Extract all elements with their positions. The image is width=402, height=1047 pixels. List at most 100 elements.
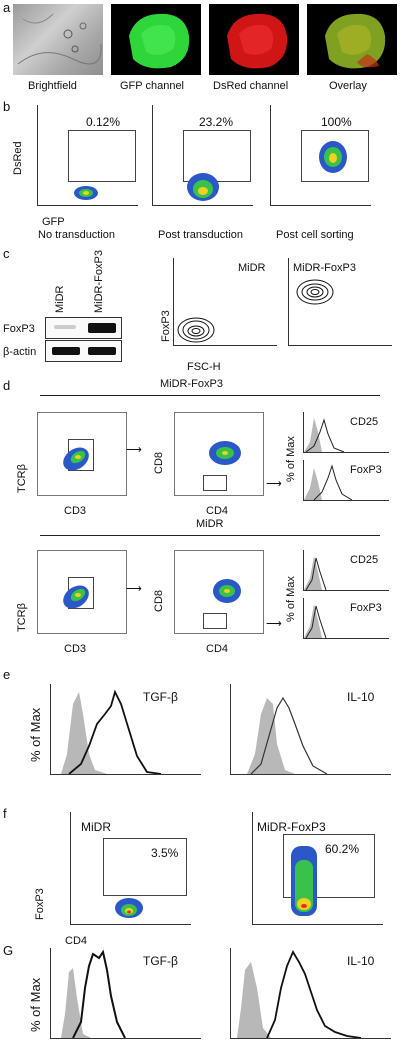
axis-cd8-bottom: CD8 [153, 589, 165, 612]
hist-il10-g: IL-10 [230, 948, 391, 1039]
arrow-gate-2: ⟶ [266, 478, 282, 490]
brightfield-texture [17, 13, 102, 65]
contour-plot-midr-foxp3: MiDR-FoxP3 [288, 258, 392, 346]
hist-curves [61, 689, 162, 774]
gate-percent: 100% [321, 115, 352, 129]
caption-post-transduction: Post transduction [158, 229, 243, 241]
contour-title-midr: MiDR [238, 262, 266, 274]
label-gfp-channel: GFP channel [120, 80, 185, 92]
brightfield-image [13, 4, 103, 75]
flow-plot-no-transduction: 0.12% [37, 105, 138, 206]
scatter-title-midr: MiDR [81, 820, 111, 834]
caption-no-transduction: No transduction [38, 229, 116, 241]
band-midr-foxp3-faint [54, 325, 76, 329]
axis-foxp3-f: FoxP3 [34, 888, 46, 920]
western-blot-actin [45, 340, 122, 362]
hist-label-foxp3: FoxP3 [350, 602, 382, 614]
hist-foxp3-bottom: FoxP3 [303, 598, 389, 639]
overlay-image [307, 4, 397, 75]
gate-percent: 3.5% [151, 846, 179, 860]
flow-plot-post-transduction: 23.2% [152, 105, 253, 206]
gate-percent: 60.2% [325, 842, 360, 856]
contour-lines [177, 317, 215, 343]
hist-curves [247, 696, 328, 774]
axis-pct-max-d-bottom: % of Max [285, 576, 297, 622]
dsred-channel-image [209, 4, 299, 75]
blot-lane-midr-foxp3: MiDR-FoxP3 [93, 250, 105, 313]
scatter-cd8-cd4-bottom [174, 550, 264, 634]
panel-letter-c: c [3, 246, 10, 261]
group-rule-top [40, 395, 380, 396]
panel-letter-a: a [3, 0, 11, 15]
group-label-midr: MiDR [196, 518, 224, 530]
group-rule-bottom [40, 535, 380, 536]
dot-cluster [209, 441, 241, 465]
gate-percent: 23.2% [199, 115, 234, 129]
hist-cd25-top: CD25 [303, 412, 389, 453]
gate-box [283, 834, 375, 898]
band-midr-actin [52, 347, 80, 355]
group-label-midr-foxp3: MiDR-FoxP3 [160, 378, 223, 390]
hist-label-il10-g: IL-10 [347, 954, 375, 968]
dsred-colony [227, 13, 288, 69]
gate-box [203, 613, 227, 629]
overlay-colony [325, 13, 386, 69]
axis-tcrb-top: TCRβ [16, 464, 28, 493]
panel-letter-b: b [3, 99, 11, 114]
gfp-colony [129, 13, 190, 69]
hist-il10-e: IL-10 [230, 684, 391, 775]
hist-curves [304, 418, 345, 452]
gate-box [103, 838, 187, 896]
axis-cd3-bottom: CD3 [64, 643, 87, 655]
dot-cluster [63, 585, 89, 609]
dot-cluster [74, 186, 98, 200]
scatter-cd8-cd4-top [174, 412, 264, 496]
panel-letter-f: f [3, 806, 7, 821]
label-brightfield: Brightfield [28, 80, 77, 92]
panel-letter-e: e [3, 667, 11, 682]
hist-curves [61, 949, 126, 1038]
gate-box [301, 130, 369, 182]
dot-cluster [115, 898, 143, 918]
hist-curves [304, 556, 327, 590]
contour-title-midr-foxp3: MiDR-FoxP3 [293, 262, 356, 274]
hist-tgfb-e: TGF-β [50, 684, 201, 775]
arrow-gate-3: ⟶ [126, 583, 142, 595]
scatter-tcrb-cd3-bottom [37, 550, 127, 634]
axis-pct-max-g: % of Max [28, 977, 43, 1032]
dot-cluster [63, 447, 89, 471]
blot-lane-midr: MiDR [54, 285, 66, 314]
band-midrfoxp3-foxp3 [88, 323, 116, 333]
hist-curves [237, 950, 362, 1038]
hist-label-foxp3: FoxP3 [350, 464, 382, 476]
axis-cd3-top: CD3 [64, 505, 87, 517]
dot-cluster [213, 579, 241, 603]
axis-cd4-bottom: CD4 [206, 643, 229, 655]
scatter-foxp3-cd4-midr-foxp3: MiDR-FoxP3 60.2% [252, 812, 383, 925]
hist-label-tgfb-e: TGF-β [143, 690, 178, 704]
axis-cd4-top: CD4 [206, 505, 229, 517]
label-dsred-channel: DsRed channel [213, 80, 289, 92]
gate-percent: 0.12% [86, 115, 121, 129]
band-midrfoxp3-actin [88, 347, 116, 355]
hist-tgfb-g: TGF-β [50, 948, 201, 1039]
gate-box [68, 130, 136, 182]
dot-cluster [291, 846, 317, 916]
hist-curves [304, 464, 353, 500]
hist-foxp3-top: FoxP3 [303, 460, 389, 501]
arrow-gate-1: ⟶ [126, 444, 142, 456]
axis-label-dsred: DsRed [12, 141, 24, 175]
label-overlay: Overlay [329, 80, 367, 92]
dot-cluster [319, 141, 347, 173]
contour-plot-midr: MiDR [173, 258, 277, 346]
hist-curves [304, 604, 327, 638]
flow-plot-post-cell-sorting: 100% [270, 105, 371, 206]
scatter-foxp3-cd4-midr: MiDR 3.5% [70, 812, 191, 925]
panel-letter-d: d [3, 378, 11, 393]
gfp-channel-image [111, 4, 201, 75]
western-blot-foxp3 [45, 317, 122, 339]
hist-label-tgfb-g: TGF-β [143, 954, 178, 968]
scatter-title-midr-foxp3: MiDR-FoxP3 [257, 820, 326, 834]
blot-row-foxp3: FoxP3 [3, 323, 35, 335]
axis-label-fsc-h: FSC-H [187, 361, 221, 373]
